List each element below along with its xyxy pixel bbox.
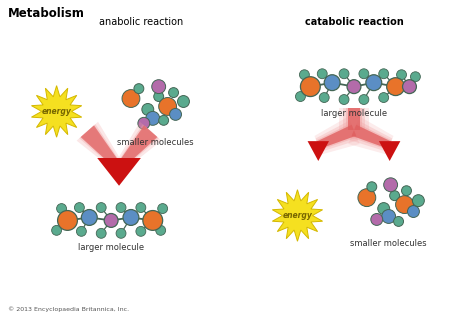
Text: larger molecule: larger molecule	[321, 109, 387, 118]
Polygon shape	[351, 123, 392, 150]
Circle shape	[383, 178, 398, 192]
Polygon shape	[350, 120, 392, 152]
Text: smaller molecules: smaller molecules	[350, 239, 427, 248]
Circle shape	[339, 94, 349, 105]
Circle shape	[359, 94, 369, 105]
Polygon shape	[119, 125, 157, 167]
Text: Metabolism: Metabolism	[8, 7, 85, 20]
Circle shape	[58, 210, 77, 230]
Circle shape	[402, 80, 416, 94]
Polygon shape	[82, 126, 119, 166]
Circle shape	[359, 69, 369, 79]
Text: catabolic reaction: catabolic reaction	[305, 17, 403, 27]
Text: © 2013 Encyclopaedia Britannica, Inc.: © 2013 Encyclopaedia Britannica, Inc.	[8, 306, 129, 312]
Polygon shape	[314, 117, 360, 154]
Polygon shape	[77, 122, 121, 168]
Text: energy: energy	[42, 107, 72, 116]
Polygon shape	[97, 158, 141, 186]
Polygon shape	[316, 123, 357, 150]
Circle shape	[379, 69, 389, 79]
Circle shape	[134, 84, 144, 94]
Circle shape	[136, 203, 146, 213]
Circle shape	[408, 206, 419, 217]
Circle shape	[378, 203, 390, 215]
Circle shape	[156, 225, 165, 235]
Circle shape	[116, 203, 126, 213]
Circle shape	[366, 75, 382, 91]
Text: larger molecule: larger molecule	[78, 243, 144, 252]
Text: anabolic reaction: anabolic reaction	[99, 17, 183, 27]
Circle shape	[159, 115, 169, 125]
Polygon shape	[339, 108, 369, 130]
Polygon shape	[119, 126, 157, 166]
Circle shape	[154, 92, 164, 101]
Polygon shape	[308, 141, 329, 161]
Circle shape	[169, 88, 179, 98]
Circle shape	[319, 93, 329, 102]
Polygon shape	[118, 124, 159, 167]
Circle shape	[295, 92, 305, 101]
Circle shape	[347, 80, 361, 94]
Polygon shape	[348, 117, 393, 154]
Circle shape	[158, 204, 168, 214]
Circle shape	[76, 226, 86, 236]
Circle shape	[116, 228, 126, 238]
Polygon shape	[346, 108, 362, 130]
Polygon shape	[352, 125, 391, 149]
Circle shape	[159, 98, 176, 115]
Circle shape	[82, 210, 97, 225]
Circle shape	[396, 196, 413, 214]
Circle shape	[317, 69, 327, 79]
Text: energy: energy	[283, 211, 312, 220]
Circle shape	[367, 182, 377, 192]
Circle shape	[324, 75, 340, 91]
Circle shape	[393, 216, 403, 226]
Circle shape	[136, 226, 146, 236]
Circle shape	[410, 72, 420, 82]
Circle shape	[387, 78, 404, 95]
Circle shape	[358, 189, 376, 207]
Text: smaller molecules: smaller molecules	[118, 138, 194, 147]
Polygon shape	[343, 108, 365, 130]
Circle shape	[96, 228, 106, 238]
Circle shape	[74, 203, 84, 213]
Circle shape	[152, 80, 165, 94]
Circle shape	[371, 214, 383, 225]
Circle shape	[382, 210, 396, 223]
Polygon shape	[81, 125, 119, 167]
Circle shape	[401, 186, 411, 196]
Polygon shape	[31, 86, 82, 137]
Circle shape	[397, 70, 407, 80]
Circle shape	[339, 69, 349, 79]
Polygon shape	[117, 122, 162, 168]
Circle shape	[301, 77, 320, 97]
Polygon shape	[79, 124, 119, 167]
Circle shape	[123, 210, 139, 225]
Polygon shape	[348, 108, 360, 130]
Circle shape	[412, 195, 424, 207]
Circle shape	[379, 93, 389, 102]
Polygon shape	[379, 141, 401, 161]
Circle shape	[170, 108, 182, 120]
Circle shape	[142, 103, 154, 115]
Polygon shape	[316, 120, 358, 152]
Circle shape	[146, 112, 160, 125]
Circle shape	[104, 214, 118, 228]
Circle shape	[122, 90, 140, 107]
Circle shape	[56, 204, 66, 214]
Circle shape	[143, 210, 163, 230]
Circle shape	[96, 203, 106, 213]
Circle shape	[178, 95, 190, 107]
Circle shape	[52, 225, 62, 235]
Circle shape	[390, 191, 400, 201]
Polygon shape	[317, 125, 356, 149]
Circle shape	[300, 70, 310, 80]
Polygon shape	[273, 190, 323, 241]
Circle shape	[138, 117, 150, 129]
